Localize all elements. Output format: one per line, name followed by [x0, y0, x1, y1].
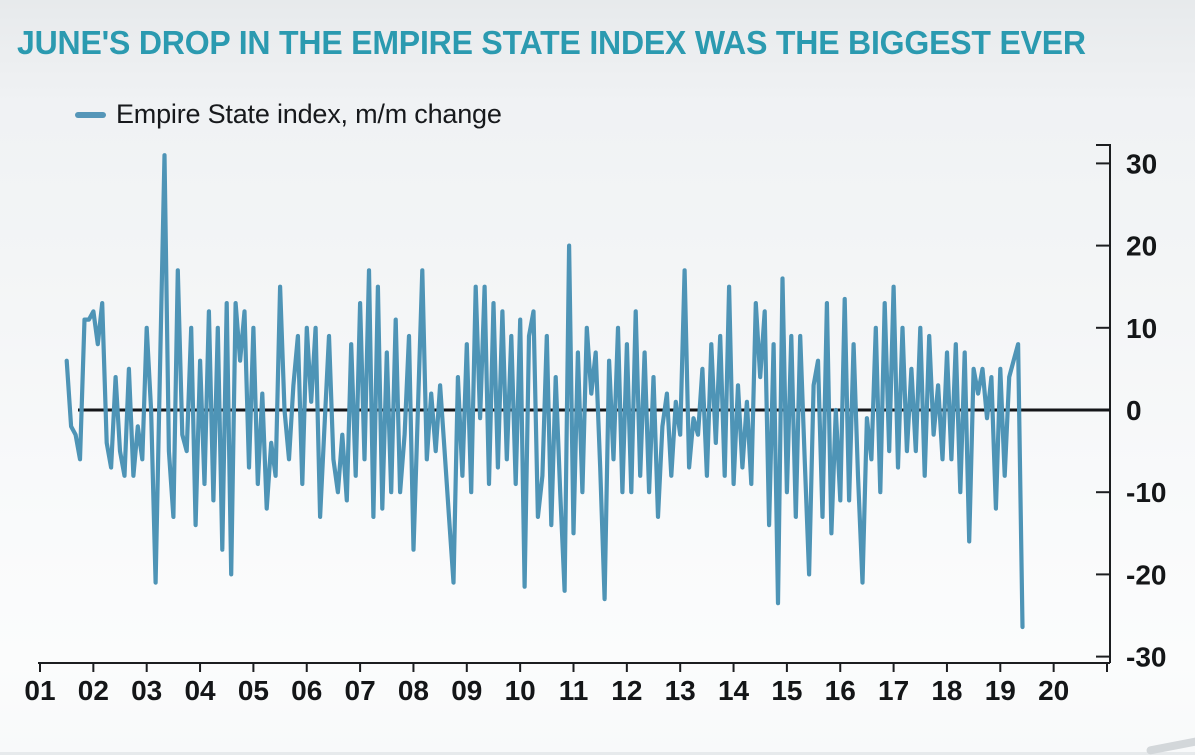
x-tick-label: 02 — [78, 675, 109, 706]
chart-title: JUNE'S DROP IN THE EMPIRE STATE INDEX WA… — [17, 24, 1086, 61]
x-tick-label: 14 — [718, 675, 750, 706]
y-tick-label: 0 — [1126, 395, 1142, 426]
x-tick-label: 05 — [238, 675, 269, 706]
y-tick-label: 10 — [1126, 313, 1157, 344]
x-tick-label: 08 — [398, 675, 429, 706]
x-tick-label: 15 — [771, 675, 802, 706]
y-axis-labels: 30 20 10 0 -10 -20 -30 — [1126, 148, 1166, 672]
empire-state-index-line — [64, 153, 1025, 630]
axes — [38, 144, 1111, 672]
x-tick-label: 07 — [345, 675, 376, 706]
x-tick-label: 11 — [559, 675, 589, 706]
y-tick-label: 20 — [1126, 231, 1157, 262]
legend-label: Empire State index, m/m change — [116, 99, 502, 129]
y-tick-label: -10 — [1126, 477, 1166, 508]
x-tick-label: 20 — [1038, 675, 1069, 706]
x-tick-label: 04 — [184, 675, 216, 706]
x-tick-label: 16 — [825, 675, 856, 706]
legend: Empire State index, m/m change — [75, 99, 502, 130]
x-tick-label: 12 — [611, 675, 642, 706]
x-tick-label: 17 — [878, 675, 909, 706]
x-tick-label: 03 — [131, 675, 162, 706]
x-tick-label: 18 — [931, 675, 962, 706]
x-tick-label: 01 — [24, 675, 55, 706]
x-tick-label: 10 — [505, 675, 536, 706]
y-tick-label: -20 — [1126, 559, 1166, 590]
y-tick-label: 30 — [1126, 148, 1157, 179]
x-tick-label: 19 — [985, 675, 1016, 706]
legend-line-marker — [75, 111, 106, 118]
x-axis-labels: 01 02 03 04 05 06 07 08 09 10 11 12 13 14 15 16 17 18 19 20 — [24, 675, 1069, 706]
x-tick-label: 06 — [291, 675, 322, 706]
x-tick-label: 09 — [451, 675, 482, 706]
x-tick-label: 13 — [665, 675, 696, 706]
y-tick-label: -30 — [1126, 642, 1166, 673]
